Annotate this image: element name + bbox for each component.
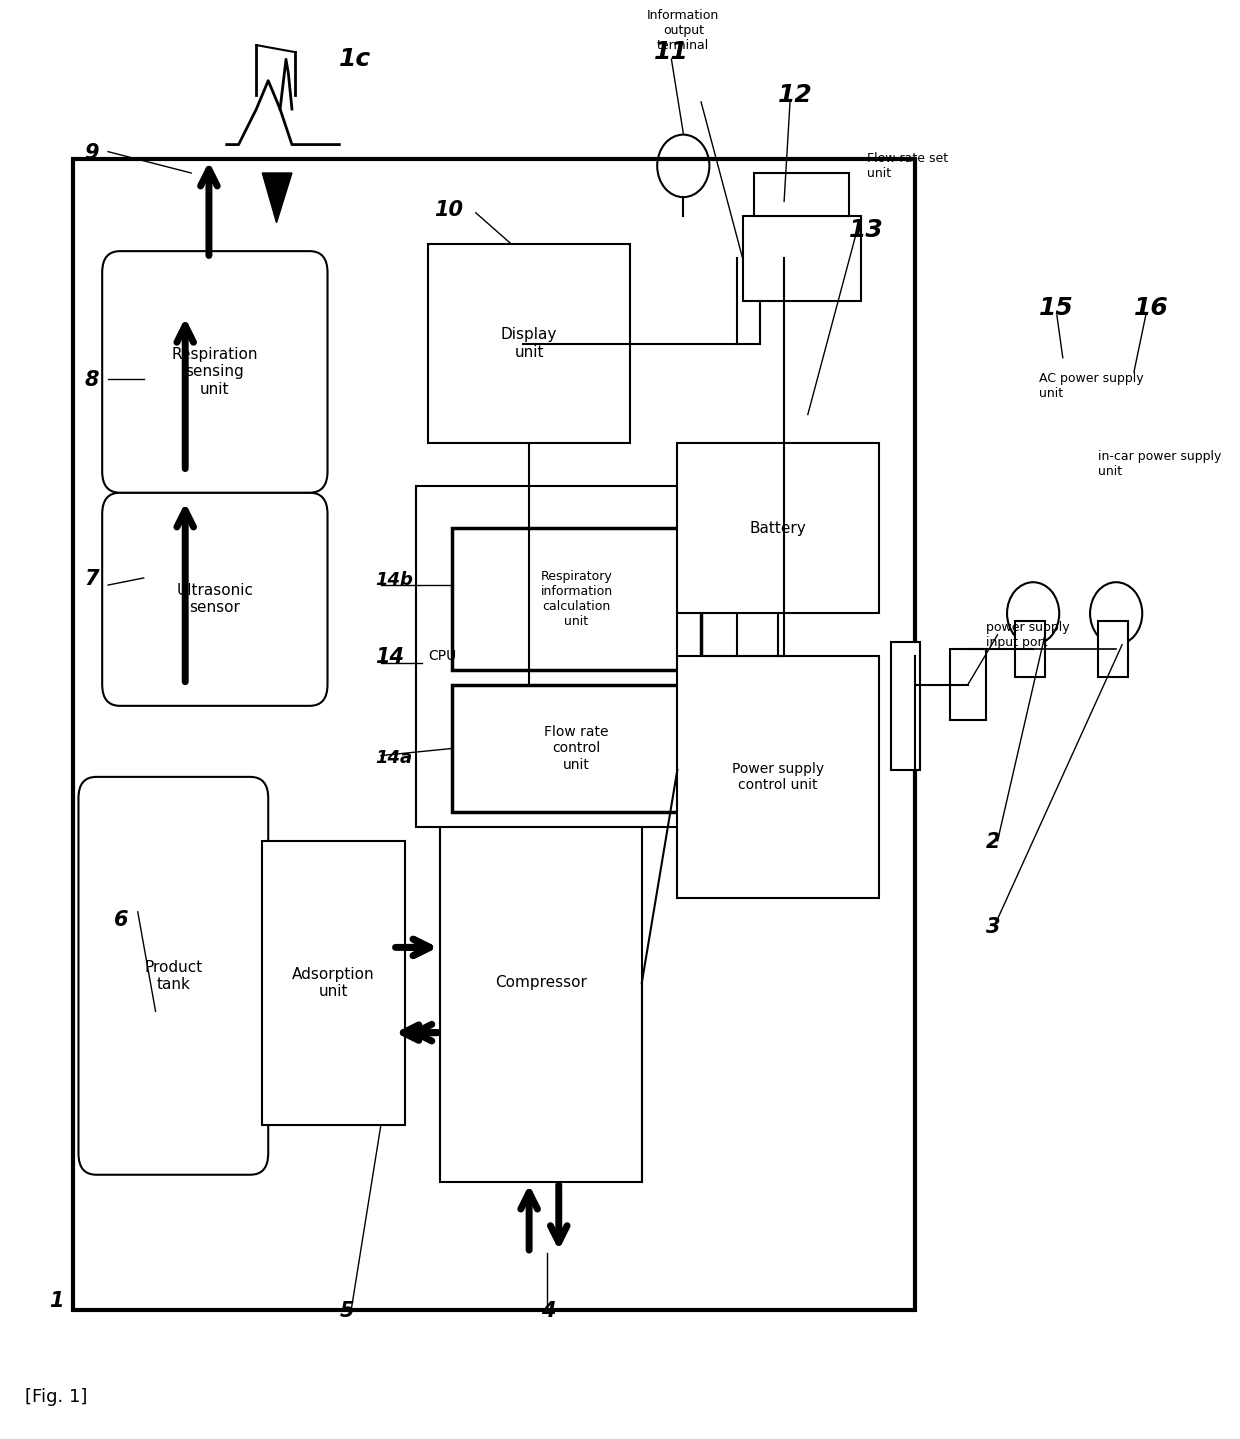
Text: 9: 9 — [84, 142, 99, 163]
Text: Flow rate
control
unit: Flow rate control unit — [544, 725, 609, 771]
Bar — [73, 158, 915, 1309]
Text: 1: 1 — [48, 1291, 63, 1311]
Polygon shape — [263, 173, 291, 223]
Text: 13: 13 — [849, 217, 884, 242]
Text: CPU: CPU — [428, 649, 456, 663]
Text: in-car power supply
unit: in-car power supply unit — [1099, 450, 1221, 478]
Bar — [428, 245, 630, 443]
Text: 5: 5 — [340, 1301, 353, 1321]
Text: 14b: 14b — [374, 571, 413, 589]
Text: 1c: 1c — [340, 47, 372, 72]
Bar — [440, 784, 642, 1181]
Text: Respiratory
information
calculation
unit: Respiratory information calculation unit — [541, 570, 613, 629]
Text: Compressor: Compressor — [495, 976, 587, 990]
Text: 12: 12 — [779, 83, 813, 106]
Bar — [677, 656, 879, 898]
Text: Respiration
sensing
unit: Respiration sensing unit — [171, 347, 258, 397]
Text: Display
unit: Display unit — [501, 327, 557, 360]
Text: 14: 14 — [374, 648, 404, 668]
Bar — [754, 173, 849, 216]
Bar — [950, 649, 986, 720]
Bar — [1016, 620, 1045, 678]
Bar — [417, 485, 737, 826]
Text: 8: 8 — [84, 370, 99, 390]
Text: Ultrasonic
sensor: Ultrasonic sensor — [176, 583, 253, 616]
Text: 7: 7 — [84, 568, 99, 589]
Text: power supply
input port: power supply input port — [986, 620, 1069, 649]
Text: AC power supply
unit: AC power supply unit — [1039, 373, 1143, 400]
Text: 4: 4 — [541, 1301, 556, 1321]
Text: 15: 15 — [1039, 296, 1074, 319]
Bar — [453, 685, 701, 813]
Bar — [677, 443, 879, 613]
FancyBboxPatch shape — [78, 777, 268, 1174]
Text: Flow rate set
unit: Flow rate set unit — [867, 153, 949, 180]
Bar — [1099, 620, 1128, 678]
Text: 10: 10 — [434, 200, 464, 220]
Text: 11: 11 — [653, 40, 688, 65]
FancyBboxPatch shape — [102, 492, 327, 707]
Text: Adsorption
unit: Adsorption unit — [293, 967, 374, 999]
Text: Battery: Battery — [750, 521, 806, 535]
Text: 6: 6 — [114, 909, 129, 930]
Text: Power supply
control unit: Power supply control unit — [732, 761, 825, 791]
Bar — [890, 642, 920, 770]
Text: 3: 3 — [986, 917, 1001, 937]
Text: 16: 16 — [1133, 296, 1168, 319]
Text: Product
tank: Product tank — [144, 960, 202, 991]
Text: [Fig. 1]: [Fig. 1] — [25, 1389, 88, 1406]
Bar — [743, 216, 862, 301]
Text: Information
output
terminal: Information output terminal — [647, 9, 719, 52]
FancyBboxPatch shape — [102, 252, 327, 492]
Text: 2: 2 — [986, 832, 1001, 852]
Text: 14a: 14a — [374, 748, 412, 767]
Bar — [263, 840, 404, 1125]
Bar — [453, 528, 701, 671]
